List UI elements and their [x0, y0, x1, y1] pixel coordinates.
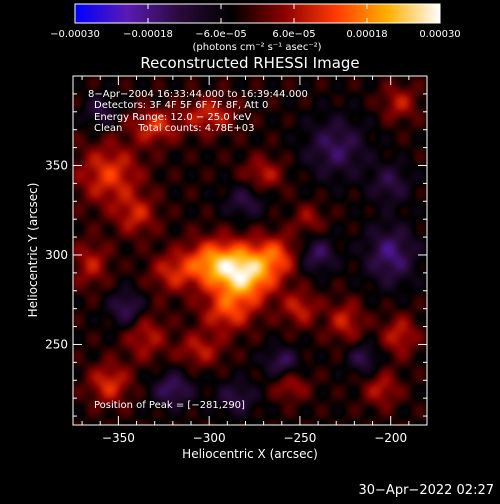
annotation-detectors: Detectors: 3F 4F 5F 6F 7F 8F, Att 0 — [94, 100, 268, 111]
annotation-time-range: 8−Apr−2004 16:33:44.000 to 16:39:44.000 — [88, 89, 308, 100]
colorbar-ticks: −0.00030 −0.00018 −6.0e−05 6.0e−05 0.00018 0.… — [50, 4, 461, 40]
colorbar: −0.00030 −0.00018 −6.0e−05 6.0e−05 0.00018 0.… — [50, 3, 461, 53]
colorbar-units: (photons cm⁻² s⁻¹ asec⁻²) — [192, 42, 321, 53]
colorbar-gradient — [74, 3, 441, 24]
colorbar-tick-label: 6.0e−05 — [272, 29, 315, 40]
colorbar-tick-label: 0.00018 — [346, 29, 387, 40]
annotation-block: 8−Apr−2004 16:33:44.000 to 16:39:44.000 … — [88, 89, 308, 134]
x-tick-label: −200 — [374, 431, 407, 445]
y-tick-label: 350 — [45, 158, 68, 172]
colorbar-tick-label: −0.00018 — [123, 29, 173, 40]
x-tick-label: −350 — [102, 431, 135, 445]
colorbar-tick-label: 0.00030 — [419, 29, 460, 40]
heatmap-image — [73, 76, 427, 425]
x-tick-label: −300 — [193, 431, 226, 445]
colorbar-tick-label: −6.0e−05 — [195, 29, 247, 40]
y-tick-label: 250 — [45, 337, 68, 351]
x-tick-label: −250 — [283, 431, 316, 445]
y-axis-label: Heliocentric Y (arcsec) — [26, 183, 40, 318]
axis-ticks: −350 −300 −250 −200 250 300 350 — [45, 75, 428, 445]
chart-title: Reconstructed RHESSI Image — [140, 54, 359, 72]
y-tick-label: 300 — [45, 248, 68, 262]
x-axis-label: Heliocentric X (arcsec) — [182, 447, 318, 461]
annotation-clean-counts: Clean Total counts: 4.78E+03 — [94, 123, 254, 134]
peak-position-label: Position of Peak = [−281,290] — [94, 400, 245, 411]
annotation-energy-range: Energy Range: 12.0 − 25.0 keV — [94, 112, 251, 123]
colorbar-tick-label: −0.00030 — [50, 29, 100, 40]
plot-frame — [72, 75, 428, 426]
timestamp: 30−Apr−2022 02:27 — [359, 483, 495, 498]
